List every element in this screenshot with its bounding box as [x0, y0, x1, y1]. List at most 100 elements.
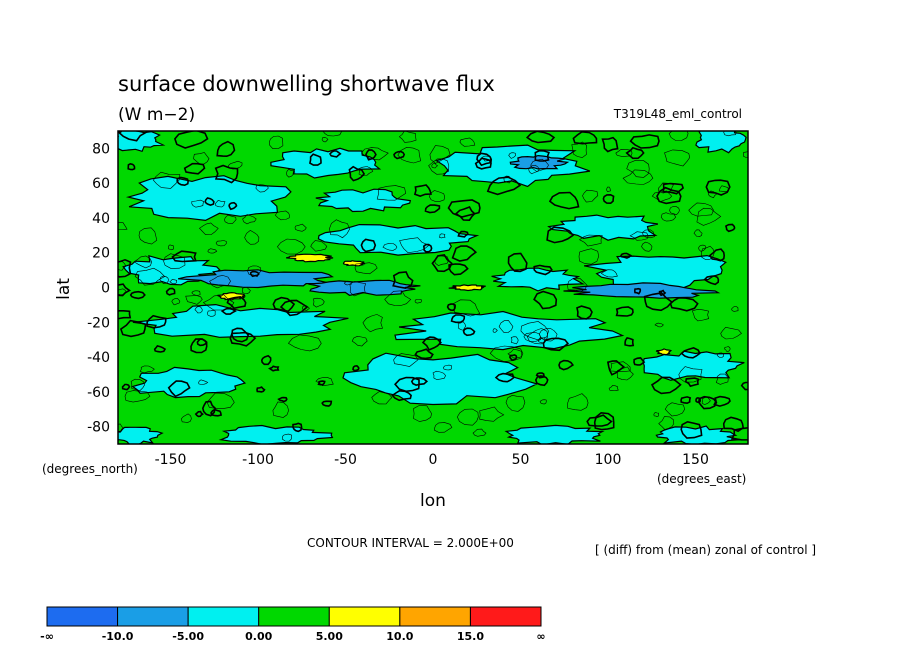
contour-line	[209, 275, 231, 289]
contour-line	[310, 240, 328, 252]
contour-line	[698, 244, 707, 252]
contour-line	[616, 366, 634, 381]
y-tick-label: 40	[92, 211, 110, 227]
colorbar-label: ∞	[536, 630, 545, 643]
contour-line	[459, 137, 476, 147]
contour-line	[446, 303, 456, 312]
contour-line	[171, 297, 181, 306]
contour-line	[707, 190, 717, 199]
contour-line	[321, 400, 333, 407]
x-tick-labels: -150 -100 -50 0 50 100 150	[155, 452, 709, 468]
contour-region-level-1	[655, 348, 673, 356]
contour-line	[269, 135, 284, 150]
y-tick-label: -60	[87, 385, 110, 401]
y-units-label: (degrees_north)	[42, 462, 138, 476]
contour-line	[414, 348, 434, 360]
contour-line	[118, 310, 132, 320]
contour-line	[286, 168, 296, 178]
contour-line	[680, 396, 692, 405]
contour-line	[641, 241, 653, 252]
contour-line	[680, 420, 703, 439]
contour-line	[507, 348, 523, 359]
contour-line	[393, 353, 419, 367]
contour-line	[321, 136, 329, 143]
contour-line	[693, 229, 703, 238]
contour-line	[317, 380, 326, 386]
colorbar-swatch	[469, 606, 542, 627]
contour-line	[615, 306, 634, 317]
colorbar-label: -10.0	[102, 630, 134, 643]
contour-line	[201, 400, 217, 417]
contour-line	[255, 184, 269, 193]
contour-line	[204, 197, 215, 206]
contour-line	[210, 408, 223, 417]
contour-line	[207, 248, 218, 254]
contour-line	[724, 346, 731, 352]
contour-line	[505, 394, 526, 412]
contour-line	[447, 199, 481, 218]
contour-line	[567, 393, 589, 411]
contour-line	[431, 254, 453, 273]
contour-line	[722, 416, 745, 433]
y-tick-label: 80	[92, 141, 110, 157]
x-tick-label: -100	[242, 452, 274, 468]
contour-line	[626, 159, 650, 178]
contour-line	[277, 238, 306, 255]
x-tick-label: 50	[512, 452, 530, 468]
contour-line	[119, 319, 147, 338]
contour-region-level-0	[435, 144, 591, 188]
contour-line	[510, 336, 519, 345]
contour-line	[548, 191, 580, 210]
contour-line	[272, 401, 289, 418]
contour-line	[214, 200, 226, 208]
contour-line	[530, 158, 549, 172]
contour-line	[397, 146, 422, 164]
contour-line	[163, 253, 186, 269]
contour-line	[629, 231, 649, 241]
chart-units: (W m−2)	[118, 105, 195, 125]
contour-line	[180, 413, 192, 423]
contour-line	[384, 290, 412, 306]
contour-line	[130, 378, 145, 391]
contour-line	[121, 383, 131, 391]
contour-line	[392, 271, 414, 290]
contour-region-level-0	[695, 131, 747, 154]
contour-line	[413, 405, 432, 422]
contour-line	[413, 184, 433, 197]
contour-line	[740, 381, 748, 391]
contour-line	[118, 283, 132, 297]
contour-line	[292, 422, 303, 433]
contour-line	[118, 258, 132, 278]
contour-line	[191, 290, 201, 296]
contour-line	[620, 252, 632, 259]
colorbar-swatch	[46, 606, 119, 627]
contour-line	[723, 131, 737, 137]
contour-line	[432, 370, 446, 380]
x-tick-label: 150	[682, 452, 709, 468]
contour-line	[228, 201, 238, 211]
contour-line	[422, 243, 433, 253]
contour-line	[701, 396, 711, 405]
contour-region-level--1	[177, 269, 334, 289]
contour-line	[169, 279, 178, 284]
contour-line	[701, 245, 715, 261]
contour-line	[118, 288, 127, 296]
contour-line	[450, 314, 466, 324]
colorbar-swatch	[117, 606, 189, 627]
contour-line	[669, 296, 699, 312]
y-tick-label: -20	[87, 315, 110, 331]
contour-line	[533, 290, 558, 310]
contour-line	[509, 354, 518, 362]
contour-line	[393, 150, 406, 160]
contour-line	[476, 152, 493, 167]
contour-line	[633, 357, 646, 366]
contour-line	[508, 152, 517, 159]
contour-line	[542, 337, 570, 352]
contour-line	[398, 131, 417, 143]
contour-line	[586, 414, 613, 427]
contour-line	[546, 226, 575, 244]
contour-region-level-1	[342, 260, 366, 267]
contour-line	[185, 295, 203, 305]
contour-line	[129, 290, 146, 300]
